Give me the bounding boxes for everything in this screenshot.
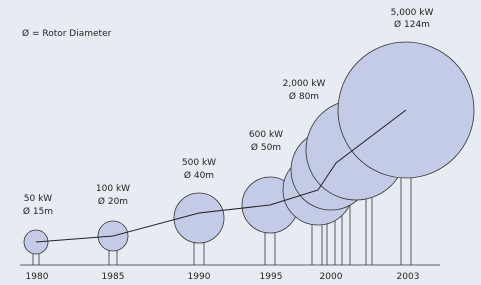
trend-line bbox=[35, 109, 407, 243]
year-label: 2003 bbox=[397, 272, 420, 282]
year-label: 2000 bbox=[320, 272, 343, 282]
power-label: 500 kW bbox=[182, 158, 216, 168]
power-label: 5,000 kW bbox=[391, 8, 434, 18]
legend: Ø = Rotor Diameter bbox=[22, 28, 112, 39]
diameter-label: Ø 124m bbox=[394, 19, 430, 30]
year-labels: 1980 1985 1990 1995 2000 2003 bbox=[26, 272, 420, 282]
diameter-label: Ø 50m bbox=[251, 142, 281, 153]
turbine-labels: 50 kW Ø 15m 100 kW Ø 20m 500 kW Ø 40m 60… bbox=[23, 8, 434, 217]
diameter-label: Ø 40m bbox=[184, 170, 214, 181]
year-label: 1985 bbox=[102, 272, 125, 282]
power-label: 100 kW bbox=[96, 184, 130, 194]
power-label: 600 kW bbox=[249, 130, 283, 140]
year-label: 1990 bbox=[188, 272, 211, 282]
diameter-label: Ø 80m bbox=[289, 91, 319, 102]
year-label: 1980 bbox=[26, 272, 49, 282]
power-label: 50 kW bbox=[24, 194, 53, 204]
power-label: 2,000 kW bbox=[283, 79, 326, 89]
diameter-label: Ø 20m bbox=[98, 196, 128, 207]
year-label: 1995 bbox=[260, 272, 283, 282]
rotors bbox=[23, 41, 475, 255]
diameter-label: Ø 15m bbox=[23, 206, 53, 217]
